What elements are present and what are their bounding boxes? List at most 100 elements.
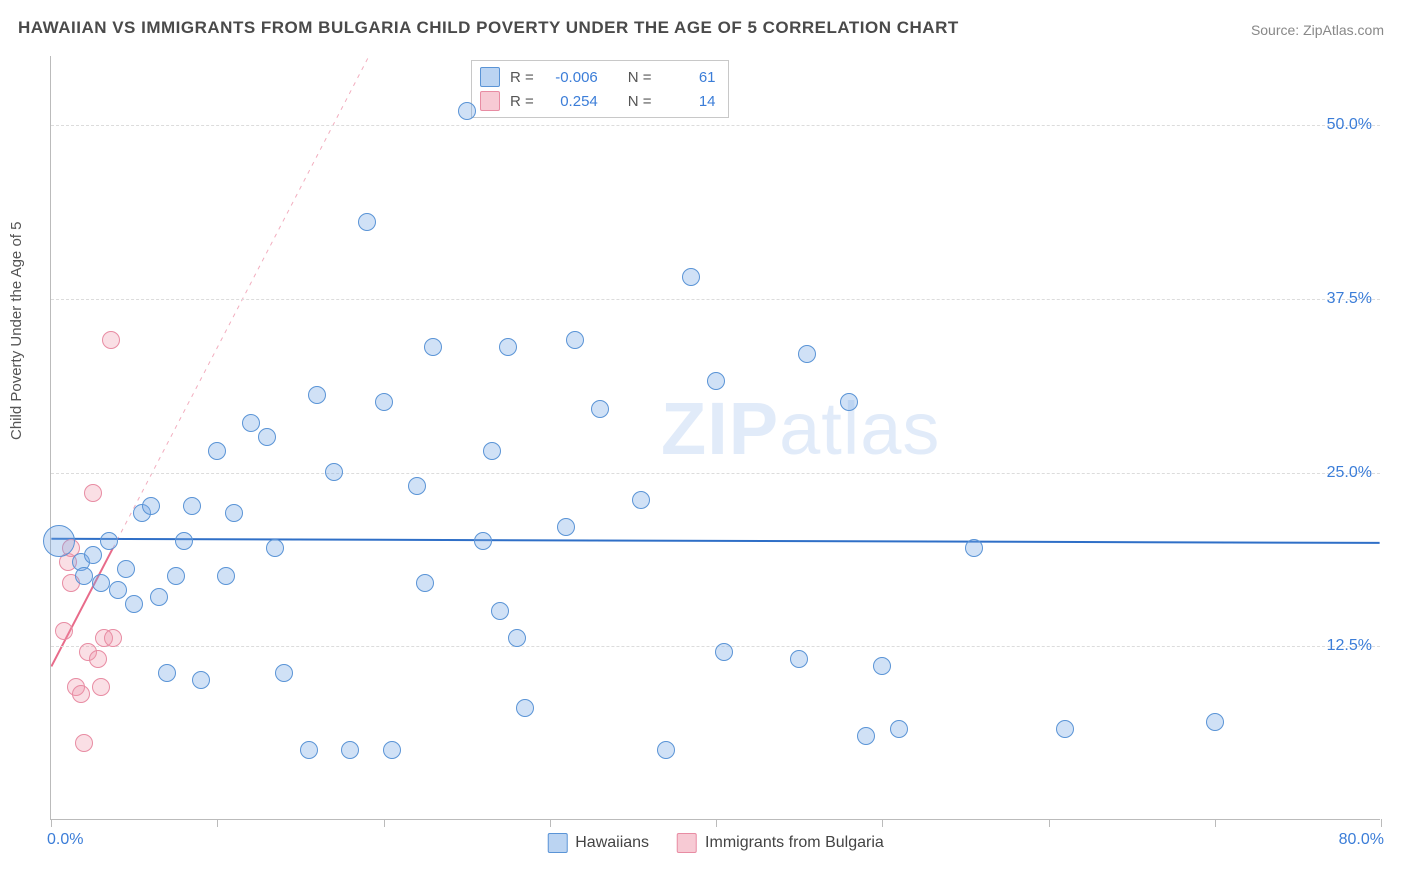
data-point [798,345,816,363]
x-tick [51,819,52,827]
chart-title: HAWAIIAN VS IMMIGRANTS FROM BULGARIA CHI… [18,18,959,38]
legend-label: Hawaiians [575,834,649,852]
data-point [424,338,442,356]
data-point [43,525,75,557]
data-point [491,602,509,620]
x-tick [384,819,385,827]
legend-row-bulgaria: R = 0.254 N = 14 [480,89,716,113]
n-label: N = [628,69,652,86]
x-tick [1049,819,1050,827]
data-point [857,727,875,745]
data-point [707,372,725,390]
x-tick [882,819,883,827]
n-value-hawaiians: 61 [662,69,716,86]
data-point [965,539,983,557]
r-label: R = [510,93,534,110]
watermark: ZIPatlas [661,386,940,471]
data-point [416,574,434,592]
data-point [275,664,293,682]
data-point [242,414,260,432]
data-point [217,567,235,585]
y-tick-label: 37.5% [1327,290,1372,308]
data-point [258,428,276,446]
data-point [790,650,808,668]
data-point [682,268,700,286]
data-point [183,497,201,515]
data-point [300,741,318,759]
source-attribution: Source: ZipAtlas.com [1251,22,1384,38]
data-point [508,629,526,647]
swatch-blue [547,833,567,853]
x-tick [217,819,218,827]
data-point [566,331,584,349]
gridline [51,473,1380,474]
data-point [72,685,90,703]
data-point [167,567,185,585]
data-point [516,699,534,717]
x-tick-first: 0.0% [47,831,83,849]
data-point [208,442,226,460]
data-point [175,532,193,550]
legend-item-bulgaria: Immigrants from Bulgaria [677,833,884,853]
legend-row-hawaiians: R = -0.006 N = 61 [480,65,716,89]
data-point [92,678,110,696]
data-point [458,102,476,120]
data-point [375,393,393,411]
data-point [483,442,501,460]
data-point [225,504,243,522]
data-point [474,532,492,550]
plot-area: ZIPatlas R = -0.006 N = 61 R = 0.254 N =… [50,56,1380,820]
data-point [341,741,359,759]
y-tick-label: 25.0% [1327,464,1372,482]
data-point [158,664,176,682]
series-legend: Hawaiians Immigrants from Bulgaria [547,833,884,853]
data-point [1056,720,1074,738]
legend-label: Immigrants from Bulgaria [705,834,884,852]
data-point [840,393,858,411]
data-point [84,546,102,564]
swatch-blue [480,67,500,87]
data-point [1206,713,1224,731]
y-tick-label: 12.5% [1327,637,1372,655]
data-point [557,518,575,536]
data-point [308,386,326,404]
data-point [102,331,120,349]
data-point [84,484,102,502]
data-point [75,567,93,585]
data-point [104,629,122,647]
x-tick-last: 80.0% [1339,831,1384,849]
data-point [408,477,426,495]
data-point [192,671,210,689]
swatch-pink [677,833,697,853]
data-point [715,643,733,661]
data-point [657,741,675,759]
correlation-legend: R = -0.006 N = 61 R = 0.254 N = 14 [471,60,729,118]
data-point [100,532,118,550]
gridline [51,125,1380,126]
r-value-hawaiians: -0.006 [544,69,598,86]
data-point [266,539,284,557]
data-point [142,497,160,515]
data-point [325,463,343,481]
x-tick [1215,819,1216,827]
data-point [890,720,908,738]
gridline [51,299,1380,300]
data-point [117,560,135,578]
n-label: N = [628,93,652,110]
x-tick [550,819,551,827]
x-tick [1381,819,1382,827]
r-value-bulgaria: 0.254 [544,93,598,110]
swatch-pink [480,91,500,111]
data-point [499,338,517,356]
y-axis-label: Child Poverty Under the Age of 5 [8,222,25,440]
data-point [383,741,401,759]
trend-lines [51,56,1380,819]
data-point [358,213,376,231]
y-tick-label: 50.0% [1327,116,1372,134]
data-point [125,595,143,613]
data-point [89,650,107,668]
r-label: R = [510,69,534,86]
data-point [92,574,110,592]
n-value-bulgaria: 14 [662,93,716,110]
data-point [632,491,650,509]
